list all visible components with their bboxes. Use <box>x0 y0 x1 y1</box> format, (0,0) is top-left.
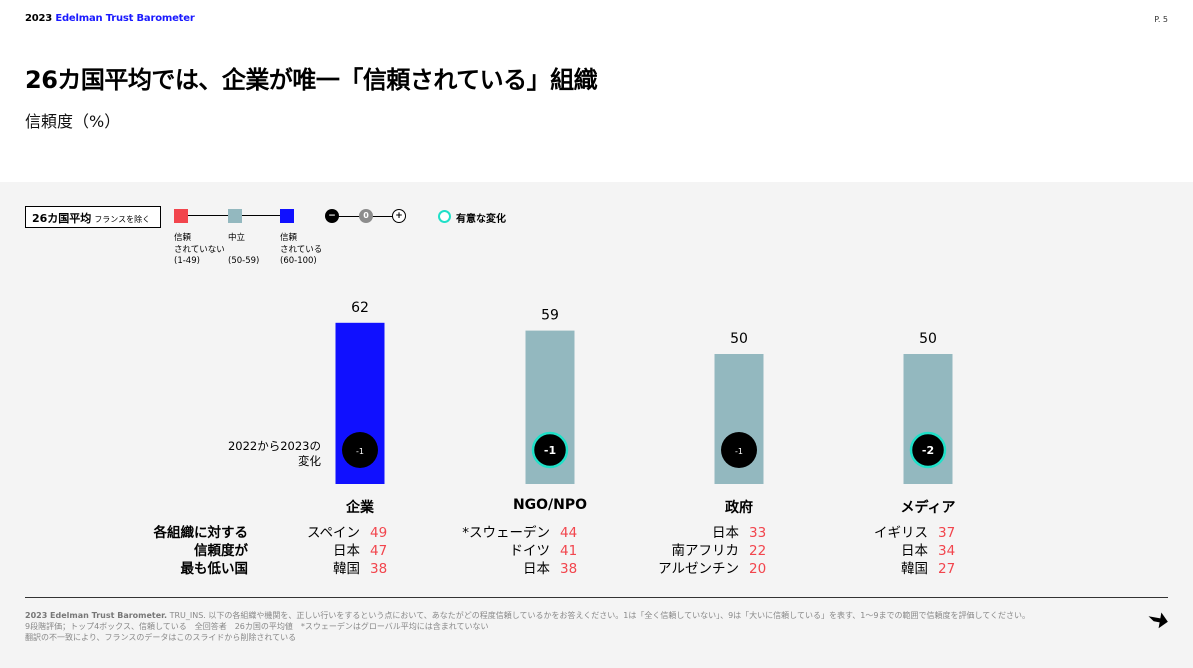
legend-average-label: 26カ国平均 <box>32 212 92 225</box>
lowest-country: 韓国 <box>901 561 928 577</box>
next-arrow-icon[interactable] <box>1146 608 1170 632</box>
lowest-list-media: イギリス 37 日本 34 韓国 27 <box>874 524 956 578</box>
significant-change-icon <box>438 210 451 223</box>
lowest-row: 日本 34 <box>874 542 956 560</box>
lowest-value: 38 <box>370 561 388 577</box>
change-value-media: -2 <box>922 444 934 457</box>
significant-change-label: 有意な変化 <box>456 214 506 225</box>
lowest-value: 49 <box>370 525 388 541</box>
lowest-row: 韓国 27 <box>874 560 956 578</box>
legend-trust-label: 信頼 されている (60-100) <box>280 233 323 266</box>
footnote-line3: 翻訳の不一致により、フランスのデータはこのスライドから削除されている <box>25 633 297 642</box>
change-value-government: -1 <box>735 447 743 456</box>
brand-logo: 2023 Edelman Trust Barometer <box>25 13 195 24</box>
lowest-row: 南アフリカ 22 <box>658 542 767 560</box>
lowest-list-government: 日本 33 南アフリカ 22 アルゼンチン 20 <box>658 524 767 578</box>
change-axis-label: 2022から2023の 変化 <box>227 439 321 468</box>
lowest-list-business: スペイン 49 日本 47 韓国 38 <box>307 524 388 578</box>
bar-value-label-ngo: 59 <box>541 308 559 324</box>
footnote-line2: 9段階評価；トップ4ボックス、信頼している 全回答者 26カ国の平均値 *スウェ… <box>25 622 489 631</box>
lowest-value: 41 <box>560 543 578 559</box>
lowest-country: 日本 <box>333 543 360 559</box>
legend-average-box: 26カ国平均 フランスを除く <box>25 206 161 228</box>
footnote: 2023 Edelman Trust Barometer. TRU_INS. 以… <box>25 610 1105 643</box>
lowest-country: *スウェーデン <box>462 525 550 541</box>
page-subtitle: 信頼度（%） <box>25 112 121 131</box>
legend-distrust-swatch <box>174 209 188 223</box>
lowest-trust-header: 各組織に対する 信頼度が 最も低い国 <box>153 525 249 577</box>
lowest-country: ドイツ <box>509 543 551 559</box>
lowest-value: 34 <box>938 543 956 559</box>
change-circle-ngo <box>531 431 569 469</box>
footnote-line1: TRU_INS. 以下の各組織や機関を、正しい行いをするという点において、あなた… <box>169 611 1030 620</box>
lowest-value: 27 <box>938 561 956 577</box>
change-circle-business <box>342 432 378 468</box>
footnote-source: 2023 Edelman Trust Barometer. <box>25 611 168 620</box>
lowest-country: アルゼンチン <box>658 561 739 577</box>
change-value-business: -1 <box>356 447 364 456</box>
category-label-media: メディア <box>900 499 955 516</box>
bar-value-label-business: 62 <box>351 300 369 316</box>
lowest-country: 日本 <box>712 525 739 541</box>
lowest-row: アルゼンチン 20 <box>658 560 767 578</box>
lowest-country: スペイン <box>306 525 360 541</box>
bar-value-label-government: 50 <box>730 331 748 347</box>
legend-change-zero-icon: 0 <box>359 209 373 223</box>
legend-change-plus-icon: + <box>392 209 406 223</box>
lowest-country: 日本 <box>523 561 550 577</box>
lowest-list-ngo: *スウェーデン 44 ドイツ 41 日本 38 <box>462 524 578 578</box>
lowest-row: イギリス 37 <box>874 524 956 542</box>
lowest-country: イギリス <box>874 525 928 541</box>
change-value-ngo: -1 <box>544 444 556 457</box>
lowest-row: *スウェーデン 44 <box>462 524 578 542</box>
brand-year: 2023 <box>25 13 53 24</box>
page-number: P. 5 <box>1154 15 1168 24</box>
lowest-value: 33 <box>749 525 767 541</box>
lowest-value: 44 <box>560 525 578 541</box>
footer-divider <box>25 597 1168 598</box>
lowest-country: 韓国 <box>333 561 360 577</box>
chart-panel <box>0 182 1193 668</box>
legend-change-minus-icon: − <box>325 209 339 223</box>
change-circle-media <box>909 431 947 469</box>
lowest-row: スペイン 49 <box>307 524 388 542</box>
lowest-row: 韓国 38 <box>307 560 388 578</box>
legend-average-note: フランスを除く <box>94 215 151 224</box>
lowest-row: 日本 47 <box>307 542 388 560</box>
legend-trust-swatch <box>280 209 294 223</box>
legend-distrust-label: 信頼 されていない (1-49) <box>174 233 225 266</box>
category-label-ngo: NGO/NPO <box>513 497 587 513</box>
category-label-business: 企業 <box>345 499 375 516</box>
page-title: 26カ国平均では、企業が唯一「信頼されている」組織 <box>25 66 598 94</box>
change-circle-government <box>721 432 757 468</box>
lowest-value: 20 <box>749 561 767 577</box>
lowest-value: 47 <box>370 543 388 559</box>
legend-neutral-label: 中立 (50-59) <box>228 233 260 266</box>
lowest-country: 南アフリカ <box>671 543 740 559</box>
lowest-value: 38 <box>560 561 578 577</box>
lowest-value: 37 <box>938 525 956 541</box>
brand-name: Edelman Trust Barometer <box>55 13 195 24</box>
lowest-value: 22 <box>749 543 767 559</box>
bar-value-label-media: 50 <box>919 331 937 347</box>
lowest-row: 日本 33 <box>658 524 767 542</box>
lowest-country: 日本 <box>901 543 928 559</box>
legend-neutral-swatch <box>228 209 242 223</box>
lowest-row: 日本 38 <box>462 560 578 578</box>
lowest-row: ドイツ 41 <box>462 542 578 560</box>
category-label-government: 政府 <box>725 499 753 516</box>
